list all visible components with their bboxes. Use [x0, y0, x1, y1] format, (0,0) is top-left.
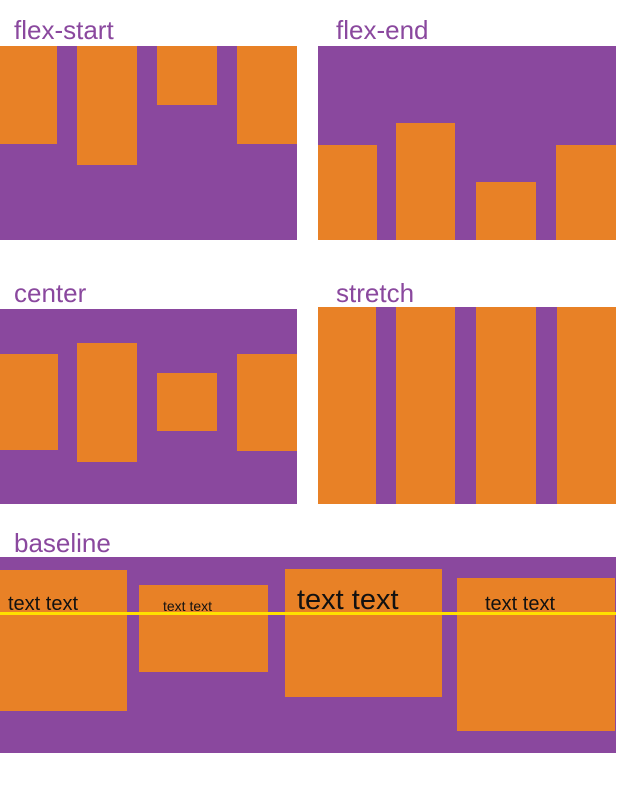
flex-item-flex-start-1	[0, 46, 57, 144]
flex-item-center-2	[77, 343, 137, 462]
flex-item-stretch-4	[557, 307, 616, 504]
flex-item-text: text text	[163, 598, 213, 614]
flex-item-baseline-1	[0, 570, 127, 711]
flex-item-stretch-2	[396, 307, 455, 504]
flex-item-stretch-3	[476, 307, 536, 504]
flex-item-flex-start-4	[237, 46, 297, 144]
baseline-indicator-line	[0, 612, 616, 615]
flex-item-flex-end-2	[396, 123, 455, 240]
flex-item-flex-start-2	[77, 46, 137, 165]
flex-item-stretch-1	[318, 307, 376, 504]
flex-item-center-1	[0, 354, 58, 450]
flex-item-flex-end-4	[556, 145, 616, 240]
flex-item-flex-end-3	[476, 182, 536, 240]
flex-item-baseline-3	[285, 569, 442, 697]
panel-label-stretch: stretch	[336, 278, 415, 308]
flex-item-baseline-4	[457, 578, 615, 731]
panel-label-center: center	[14, 278, 87, 308]
panel-label-baseline: baseline	[14, 528, 111, 558]
panel-label-flex-start: flex-start	[14, 15, 114, 45]
flex-item-baseline-2	[139, 585, 268, 672]
flex-item-center-3	[157, 373, 217, 431]
flex-item-text: text text	[485, 593, 556, 615]
flex-item-flex-start-3	[157, 46, 217, 105]
panel-label-flex-end: flex-end	[336, 15, 429, 45]
flex-item-text: text text	[297, 584, 399, 616]
flex-item-flex-end-1	[318, 145, 377, 240]
flex-item-center-4	[237, 354, 297, 451]
flex-item-text: text text	[8, 593, 79, 615]
